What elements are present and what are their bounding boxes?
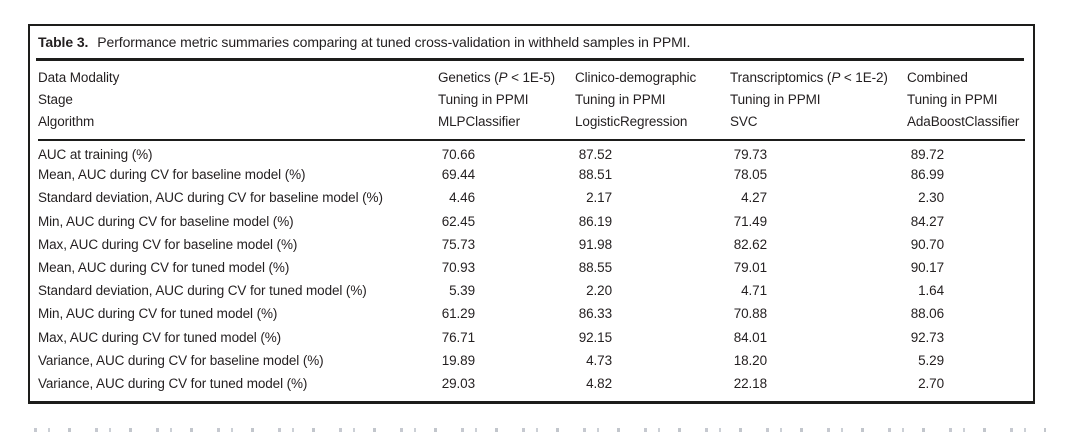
cell-value: 92.73 [910, 329, 944, 345]
cell-value: 71.49 [733, 213, 767, 229]
cell-value: 90.17 [910, 260, 944, 276]
row-label: Mean, AUC during CV for baseline model (… [38, 167, 306, 183]
cell-value: 4.82 [586, 375, 612, 391]
cell-value: 62.45 [441, 213, 475, 229]
row-label: Standard deviation, AUC during CV for tu… [38, 283, 367, 299]
cell-value: 2.17 [586, 190, 612, 206]
row-label: Mean, AUC during CV for tuned model (%) [38, 260, 290, 276]
cell-value: 78.05 [733, 167, 767, 183]
cell-value: 79.01 [733, 260, 767, 276]
column-stage: Tuning in PPMI [575, 92, 666, 107]
cell-value: 70.66 [441, 146, 475, 162]
cell-value: 22.18 [733, 375, 767, 391]
column-algorithm: AdaBoostClassifier [907, 114, 1020, 129]
column-header-genetics: Genetics (P < 1E-5) Tuning in PPMI MLPCl… [438, 61, 575, 141]
cell-value: 4.71 [741, 283, 767, 299]
cell-value: 69.44 [441, 167, 475, 183]
table-body: AUC at training (%) 70.66 87.52 79.73 89… [38, 140, 1025, 395]
column-algorithm: MLPClassifier [438, 114, 520, 129]
cell-value: 84.27 [910, 213, 944, 229]
table-row: Min, AUC during CV for baseline model (%… [38, 210, 1025, 233]
cell-value: 91.98 [578, 236, 612, 252]
table-row: Variance, AUC during CV for tuned model … [38, 372, 1025, 395]
column-modality: Genetics (P < 1E-5) [438, 70, 556, 85]
cell-value: 88.51 [578, 167, 612, 183]
row-label: Min, AUC during CV for tuned model (%) [38, 306, 278, 322]
cell-value: 88.06 [910, 306, 944, 322]
cell-value: 86.99 [910, 167, 944, 183]
cell-value: 75.73 [441, 236, 475, 252]
cell-value: 86.19 [578, 213, 612, 229]
cell-value: 70.93 [441, 260, 475, 276]
row-label: Max, AUC during CV for baseline model (%… [38, 236, 298, 252]
row-label: Variance, AUC during CV for tuned model … [38, 375, 308, 391]
table-row: Variance, AUC during CV for baseline mod… [38, 349, 1025, 372]
cell-value: 84.01 [733, 329, 767, 345]
row-header-stub: Data Modality Stage Algorithm [38, 61, 438, 141]
cell-value: 29.03 [441, 375, 475, 391]
performance-table: Data Modality Stage Algorithm Genetics (… [38, 61, 1025, 395]
column-header-combined: Combined Tuning in PPMI AdaBoostClassifi… [907, 61, 1025, 141]
cell-value: 4.73 [586, 352, 612, 368]
cell-value: 90.70 [910, 236, 944, 252]
table-row: Mean, AUC during CV for baseline model (… [38, 163, 1025, 186]
row-label: Max, AUC during CV for tuned model (%) [38, 329, 282, 345]
cell-value: 5.39 [449, 283, 475, 299]
cell-value: 2.30 [918, 190, 944, 206]
column-stage: Tuning in PPMI [438, 92, 529, 107]
column-modality: Clinico-demographic [575, 70, 697, 85]
column-algorithm: SVC [730, 114, 758, 129]
cropped-paragraph-fragment [34, 428, 1046, 432]
cell-value: 2.20 [586, 283, 612, 299]
cell-value: 92.15 [578, 329, 612, 345]
row-label: Standard deviation, AUC during CV for ba… [38, 190, 383, 206]
table-title: Performance metric summaries comparing a… [97, 34, 691, 50]
table-row: Standard deviation, AUC during CV for tu… [38, 279, 1025, 302]
table-row: Standard deviation, AUC during CV for ba… [38, 186, 1025, 209]
row-label: Min, AUC during CV for baseline model (%… [38, 213, 294, 229]
row-label: AUC at training (%) [38, 146, 153, 162]
column-modality: Combined [907, 70, 968, 85]
row-label: Variance, AUC during CV for baseline mod… [38, 352, 324, 368]
cell-value: 88.55 [578, 260, 612, 276]
table-caption: Table 3. Performance metric summaries com… [30, 26, 1033, 58]
cell-value: 19.89 [441, 352, 475, 368]
column-stage: Tuning in PPMI [730, 92, 821, 107]
caption-divider [36, 58, 1024, 61]
cell-value: 18.20 [733, 352, 767, 368]
cell-value: 89.72 [910, 146, 944, 162]
column-stage: Tuning in PPMI [907, 92, 998, 107]
cell-value: 4.27 [741, 190, 767, 206]
column-header-transcriptomics: Transcriptomics (P < 1E-2) Tuning in PPM… [730, 61, 907, 141]
cell-value: 4.46 [449, 190, 475, 206]
column-header-clinico-demographic: Clinico-demographic Tuning in PPMI Logis… [575, 61, 730, 141]
header-data-modality: Data Modality [38, 70, 120, 85]
header-row: Data Modality Stage Algorithm Genetics (… [38, 61, 1025, 141]
table-row: AUC at training (%) 70.66 87.52 79.73 89… [38, 140, 1025, 163]
cell-value: 5.29 [918, 352, 944, 368]
table-row: Max, AUC during CV for baseline model (%… [38, 233, 1025, 256]
table-number: Table 3. [38, 34, 89, 50]
table-row: Max, AUC during CV for tuned model (%) 7… [38, 326, 1025, 349]
cell-value: 2.70 [918, 375, 944, 391]
table-3: Table 3. Performance metric summaries com… [28, 24, 1035, 404]
cell-value: 86.33 [578, 306, 612, 322]
table-row: Min, AUC during CV for tuned model (%) 6… [38, 302, 1025, 325]
cell-value: 79.73 [733, 146, 767, 162]
column-modality: Transcriptomics (P < 1E-2) [730, 70, 888, 85]
cell-value: 61.29 [441, 306, 475, 322]
cell-value: 82.62 [733, 236, 767, 252]
cell-value: 87.52 [578, 146, 612, 162]
header-stage: Stage [38, 92, 73, 107]
table-row: Mean, AUC during CV for tuned model (%) … [38, 256, 1025, 279]
column-algorithm: LogisticRegression [575, 114, 688, 129]
cell-value: 70.88 [733, 306, 767, 322]
cell-value: 1.64 [918, 283, 944, 299]
cell-value: 76.71 [441, 329, 475, 345]
header-algorithm: Algorithm [38, 114, 95, 129]
